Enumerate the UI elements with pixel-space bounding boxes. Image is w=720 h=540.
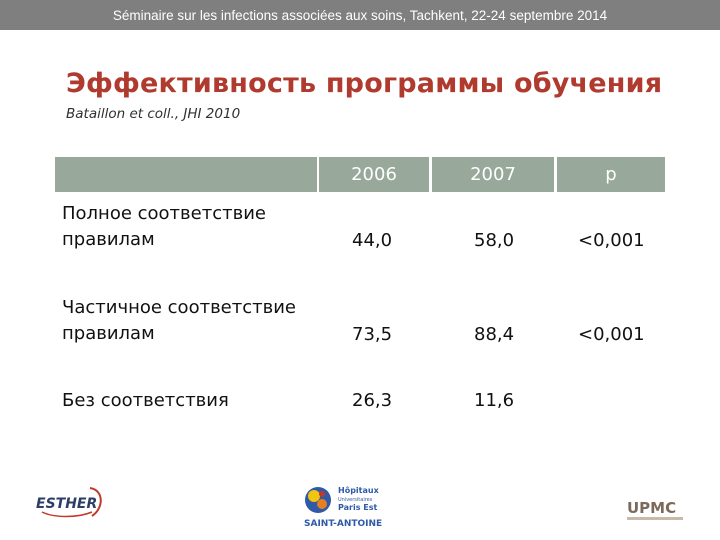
- upmc-logo: UPMC: [626, 496, 686, 526]
- table-header-2006: 2006: [319, 157, 429, 192]
- slide-subtitle: Bataillon et coll., JHI 2010: [66, 106, 241, 122]
- column-header: p: [605, 164, 617, 185]
- esther-logo: ESTHER: [34, 482, 106, 522]
- hopitaux-line1: Hôpitaux: [338, 485, 380, 495]
- hopitaux-saint-antoine-logo: Hôpitaux Universitaires Paris Est SAINT-…: [300, 482, 410, 532]
- table-header-p: p: [557, 157, 665, 192]
- table-cell-2006: 44,0: [352, 230, 393, 251]
- table-row-label: Без соответствия: [62, 390, 229, 411]
- table-row-label: Частичное соответствие правилам: [62, 297, 296, 344]
- hopitaux-line3: Paris Est: [338, 503, 378, 512]
- table-cell-2006: 73,5: [352, 324, 393, 345]
- table-header-2007: 2007: [432, 157, 554, 192]
- column-header: 2006: [351, 164, 397, 185]
- table-cell-p: <0,001: [578, 324, 645, 345]
- hopitaux-line2: Universitaires: [338, 497, 373, 503]
- table-cell-2006: 26,3: [352, 390, 393, 411]
- slide-title: Эффективность программы обучения: [66, 68, 663, 99]
- table-cell-p: <0,001: [578, 230, 645, 251]
- table-cell-2007: 88,4: [474, 324, 515, 345]
- esther-logo-text: ESTHER: [36, 496, 97, 512]
- table-cell-2007: 11,6: [474, 390, 515, 411]
- column-header: 2007: [470, 164, 516, 185]
- table-cell-2007: 58,0: [474, 230, 515, 251]
- header-bar: Séminaire sur les infections associées a…: [0, 0, 720, 30]
- saint-antoine-text: SAINT-ANTOINE: [304, 519, 382, 529]
- upmc-logo-text: UPMC: [627, 499, 676, 517]
- table-header-label: [55, 157, 317, 192]
- header-bar-text: Séminaire sur les infections associées a…: [112, 7, 608, 23]
- table-row-label: Полное соответствие правилам: [62, 203, 266, 250]
